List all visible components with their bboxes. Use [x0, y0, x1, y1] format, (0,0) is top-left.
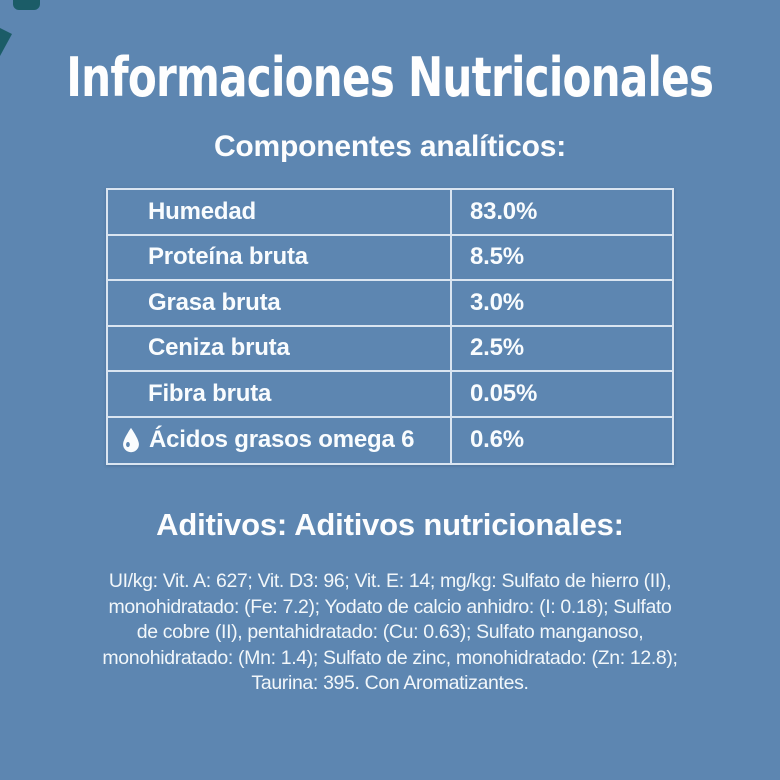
- table-row: Ácidos grasos omega 6 0.6%: [108, 417, 672, 463]
- table-row: Ceniza bruta 2.5%: [108, 326, 672, 372]
- row-label: Fibra bruta: [108, 372, 453, 416]
- row-value: 8.5%: [470, 243, 524, 271]
- additives-line: de cobre (II), pentahidratado: (Cu: 0.63…: [136, 621, 644, 643]
- row-label-text: Ácidos grasos omega 6: [149, 426, 415, 454]
- row-label: Proteína bruta: [108, 235, 453, 279]
- table-row: Humedad 83.0%: [108, 190, 672, 236]
- corner-artifact-top: [13, 0, 40, 10]
- analytical-components-heading: Componentes analíticos:: [213, 130, 567, 163]
- additives-line: monohidratado: (Fe: 7.2); Yodato de calc…: [108, 595, 672, 618]
- row-value: 0.6%: [470, 426, 524, 454]
- additives-paragraph: UI/kg: Vit. A: 627; Vit. D3: 96; Vit. E:…: [0, 569, 780, 697]
- row-label: Grasa bruta: [108, 281, 453, 325]
- page-title: Informaciones Nutricionales: [66, 46, 715, 109]
- droplet-icon: [120, 427, 142, 454]
- additives-line: UI/kg: Vit. A: 627; Vit. D3: 96; Vit. E:…: [108, 570, 672, 592]
- table-row: Proteína bruta 8.5%: [108, 235, 672, 281]
- row-label: Humedad: [108, 190, 453, 234]
- row-value: 2.5%: [470, 334, 524, 362]
- row-value: 0.05%: [470, 379, 538, 407]
- row-label: Ceniza bruta: [108, 326, 453, 370]
- table-row: Fibra bruta 0.05%: [108, 372, 672, 418]
- row-value: 3.0%: [470, 288, 524, 316]
- row-label: Ácidos grasos omega 6: [108, 417, 453, 463]
- row-value: 83.0%: [470, 197, 538, 225]
- additives-line: Taurina: 395. Con Aromatizantes.: [251, 672, 529, 694]
- additives-line: monohidratado: (Mn: 1.4); Sulfato de zin…: [102, 646, 678, 669]
- analytical-components-table: Humedad 83.0% Proteína bruta 8.5% Grasa …: [106, 188, 674, 465]
- title-container: Informaciones Nutricionales: [0, 0, 780, 130]
- additives-heading: Aditivos: Aditivos nutricionales:: [156, 507, 624, 542]
- corner-artifact-left: [0, 28, 12, 56]
- table-row: Grasa bruta 3.0%: [108, 281, 672, 327]
